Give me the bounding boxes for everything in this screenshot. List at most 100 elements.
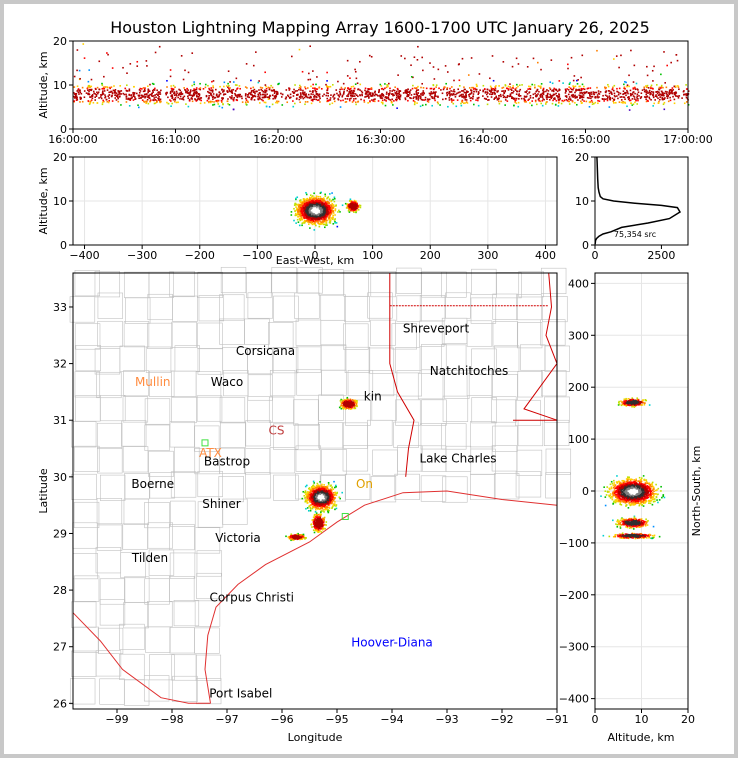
time-altitude-source-point — [422, 94, 424, 96]
time-altitude-source-point — [635, 99, 637, 102]
time-altitude-source-point — [192, 94, 195, 97]
time-altitude-source-point — [671, 87, 674, 89]
time-altitude-source-point — [634, 87, 636, 89]
ew-source-point — [305, 205, 307, 208]
map-sources — [201, 396, 358, 542]
time-altitude-source-point — [158, 91, 160, 93]
time-altitude-source-point — [125, 98, 128, 100]
time-altitude-source-point — [398, 95, 401, 98]
time-altitude-source-point — [305, 93, 307, 95]
time-altitude-source-point — [348, 88, 351, 91]
county-cell — [195, 678, 222, 705]
time-altitude-source-point — [234, 92, 236, 95]
time-altitude-source-point — [582, 88, 585, 90]
time-altitude-source-point — [603, 98, 606, 100]
time-altitude-ticks: 16:00:00 16:10:00 16:20:00 16:30:00 16:40:00… — [48, 35, 712, 146]
time-altitude-source-point — [125, 96, 128, 98]
time-altitude-source-point — [462, 93, 464, 96]
county-cell — [294, 424, 320, 451]
time-altitude-source-point — [118, 91, 120, 94]
time-altitude-source-point — [97, 91, 100, 94]
time-altitude-source-point — [575, 89, 577, 92]
time-altitude-source-point — [207, 90, 209, 93]
time-altitude-source-point — [663, 98, 666, 100]
time-altitude-source-point — [568, 91, 571, 93]
time-altitude-source-point — [661, 97, 664, 100]
ew-source-point — [359, 204, 362, 207]
time-altitude-source-point — [552, 93, 555, 96]
county-cell — [170, 471, 197, 498]
time-altitude-source-point — [350, 94, 352, 96]
time-altitude-source-point — [307, 78, 310, 81]
time-altitude-source-point — [394, 86, 396, 89]
time-altitude-source-point — [650, 98, 652, 101]
time-altitude-source-point — [368, 92, 370, 94]
time-altitude-source-point — [539, 85, 541, 88]
county-cell — [246, 271, 272, 299]
ew-source-point — [347, 209, 350, 212]
time-altitude-source-point — [296, 94, 299, 96]
time-tick-label: 16:50:00 — [561, 133, 610, 146]
ew-source-point — [290, 214, 293, 216]
time-altitude-source-point — [288, 89, 291, 91]
time-altitude-source-point — [531, 104, 533, 107]
ew-source-point — [323, 199, 325, 202]
time-altitude-source-point — [154, 51, 157, 54]
time-altitude-source-point — [538, 90, 540, 93]
time-altitude-source-point — [517, 63, 520, 65]
time-altitude-source-point — [387, 96, 389, 99]
time-altitude-source-point — [109, 91, 112, 93]
time-altitude-source-point — [207, 98, 210, 100]
time-altitude-source-point — [208, 94, 210, 97]
map-source-point — [305, 491, 307, 494]
county-cell — [344, 473, 371, 500]
time-altitude-source-point — [261, 89, 264, 92]
ew-source-point — [331, 192, 333, 194]
time-altitude-source-point — [482, 95, 484, 97]
time-altitude-source-point — [468, 87, 471, 89]
time-altitude-source-point — [461, 101, 464, 103]
ew-source-point — [309, 197, 312, 200]
time-altitude-source-point — [136, 60, 139, 63]
time-altitude-source-point — [433, 87, 436, 90]
time-altitude-source-point — [326, 89, 328, 92]
time-altitude-source-point — [76, 98, 79, 101]
time-altitude-source-point — [288, 87, 290, 89]
ew-source-point — [333, 219, 336, 221]
time-altitude-source-point — [300, 93, 302, 96]
time-altitude-source-point — [636, 103, 638, 105]
ew-source-point — [298, 210, 301, 212]
time-altitude-source-point — [367, 94, 370, 96]
ew-source-point — [304, 204, 307, 206]
time-altitude-source-point — [249, 92, 251, 94]
county-cell — [171, 654, 197, 681]
time-altitude-source-point — [195, 91, 198, 93]
county-cell — [420, 423, 447, 450]
time-altitude-source-point — [377, 100, 380, 102]
time-altitude-source-point — [515, 87, 518, 89]
ew-source-point — [312, 217, 315, 220]
county-cell — [396, 267, 422, 294]
time-altitude-source-point — [339, 93, 342, 96]
county-cell — [441, 344, 467, 371]
ew-source-point — [305, 213, 307, 216]
time-altitude-source-point — [431, 97, 434, 99]
time-altitude-source-point — [491, 55, 494, 57]
time-altitude-source-point — [276, 100, 278, 103]
ew-source-point — [326, 206, 329, 209]
time-altitude-source-point — [76, 90, 79, 92]
time-altitude-source-point — [253, 91, 256, 93]
time-altitude-source-point — [253, 99, 256, 101]
time-altitude-source-point — [146, 65, 148, 67]
time-altitude-source-point — [153, 97, 156, 99]
time-altitude-source-point — [407, 95, 410, 98]
time-altitude-source-point — [484, 91, 487, 93]
ew-tick-label: −300 — [127, 249, 157, 262]
time-altitude-source-point — [200, 99, 203, 102]
ew-tick-label: −100 — [242, 249, 272, 262]
time-altitude-source-point — [507, 89, 510, 91]
time-altitude-source-point — [636, 93, 639, 96]
time-altitude-source-point — [110, 90, 113, 93]
time-altitude-source-point — [293, 88, 295, 91]
ew-source-point — [332, 204, 335, 206]
